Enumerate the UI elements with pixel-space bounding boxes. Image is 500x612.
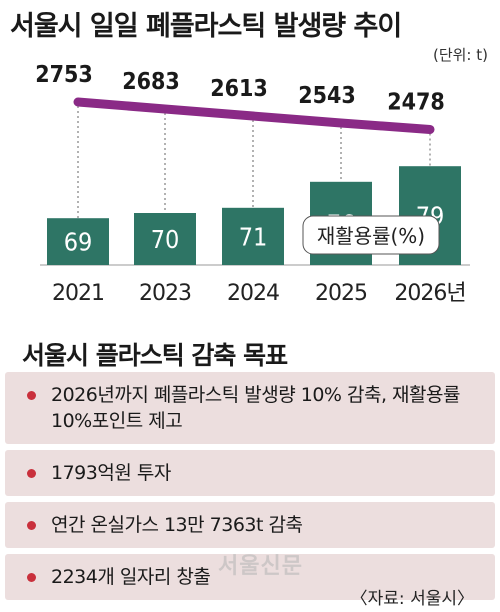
- bar-value-label: 69: [64, 228, 93, 257]
- goal-item: 2026년까지 폐플라스틱 발생량 10% 감축, 재활용률 10%포인트 제고: [5, 372, 495, 444]
- bar-value-label: 70: [151, 225, 180, 254]
- unit-label: (단위: t): [432, 46, 488, 64]
- bullet-icon: [27, 573, 36, 582]
- x-tick-label: 2021: [52, 281, 104, 306]
- line-value-label: 2478: [387, 90, 445, 116]
- bullet-icon: [27, 391, 36, 400]
- x-tick-label: 2024: [227, 281, 279, 306]
- bar: [222, 207, 284, 265]
- line-value-label: 2613: [210, 76, 268, 102]
- goal-text: 1793억원 투자: [51, 462, 171, 484]
- chart: 692021702023712024762025792026년275326832…: [35, 62, 470, 306]
- goal-item: 연간 온실가스 13만 7363t 감축: [5, 502, 495, 548]
- bar: [134, 213, 196, 265]
- line-value-label: 2543: [298, 83, 356, 109]
- goal-text: 2026년까지 폐플라스틱 발생량 10% 감축, 재활용률 10%포인트 제고: [51, 384, 460, 432]
- goal-item: 1793억원 투자: [5, 450, 495, 496]
- goal-item: 2234개 일자리 창출: [5, 554, 495, 600]
- section-title: 서울시 플라스틱 감축 목표: [22, 341, 288, 370]
- watermark: 서울신문: [218, 554, 303, 579]
- bar-value-label: 71: [239, 222, 268, 251]
- legend-box: [302, 215, 440, 255]
- bar: [47, 218, 109, 265]
- x-tick-label: 2026년: [394, 281, 465, 306]
- trend-line: [73, 97, 435, 134]
- line-value-label: 2683: [122, 69, 180, 95]
- x-tick-label: 2023: [139, 281, 191, 306]
- bullet-icon: [27, 521, 36, 530]
- line-value-label: 2753: [35, 62, 93, 88]
- source-label: 〈자료: 서울시〉: [350, 589, 474, 609]
- legend-label: 재활용률(%): [317, 224, 425, 248]
- x-tick-label: 2025: [315, 281, 367, 306]
- goal-text: 2234개 일자리 창출: [51, 566, 211, 588]
- bullet-icon: [27, 469, 36, 478]
- chart-title: 서울시 일일 폐플라스틱 발생량 추이: [10, 11, 402, 42]
- goal-list: 2026년까지 폐플라스틱 발생량 10% 감축, 재활용률 10%포인트 제고…: [5, 372, 495, 606]
- goal-text: 연간 온실가스 13만 7363t 감축: [51, 514, 303, 536]
